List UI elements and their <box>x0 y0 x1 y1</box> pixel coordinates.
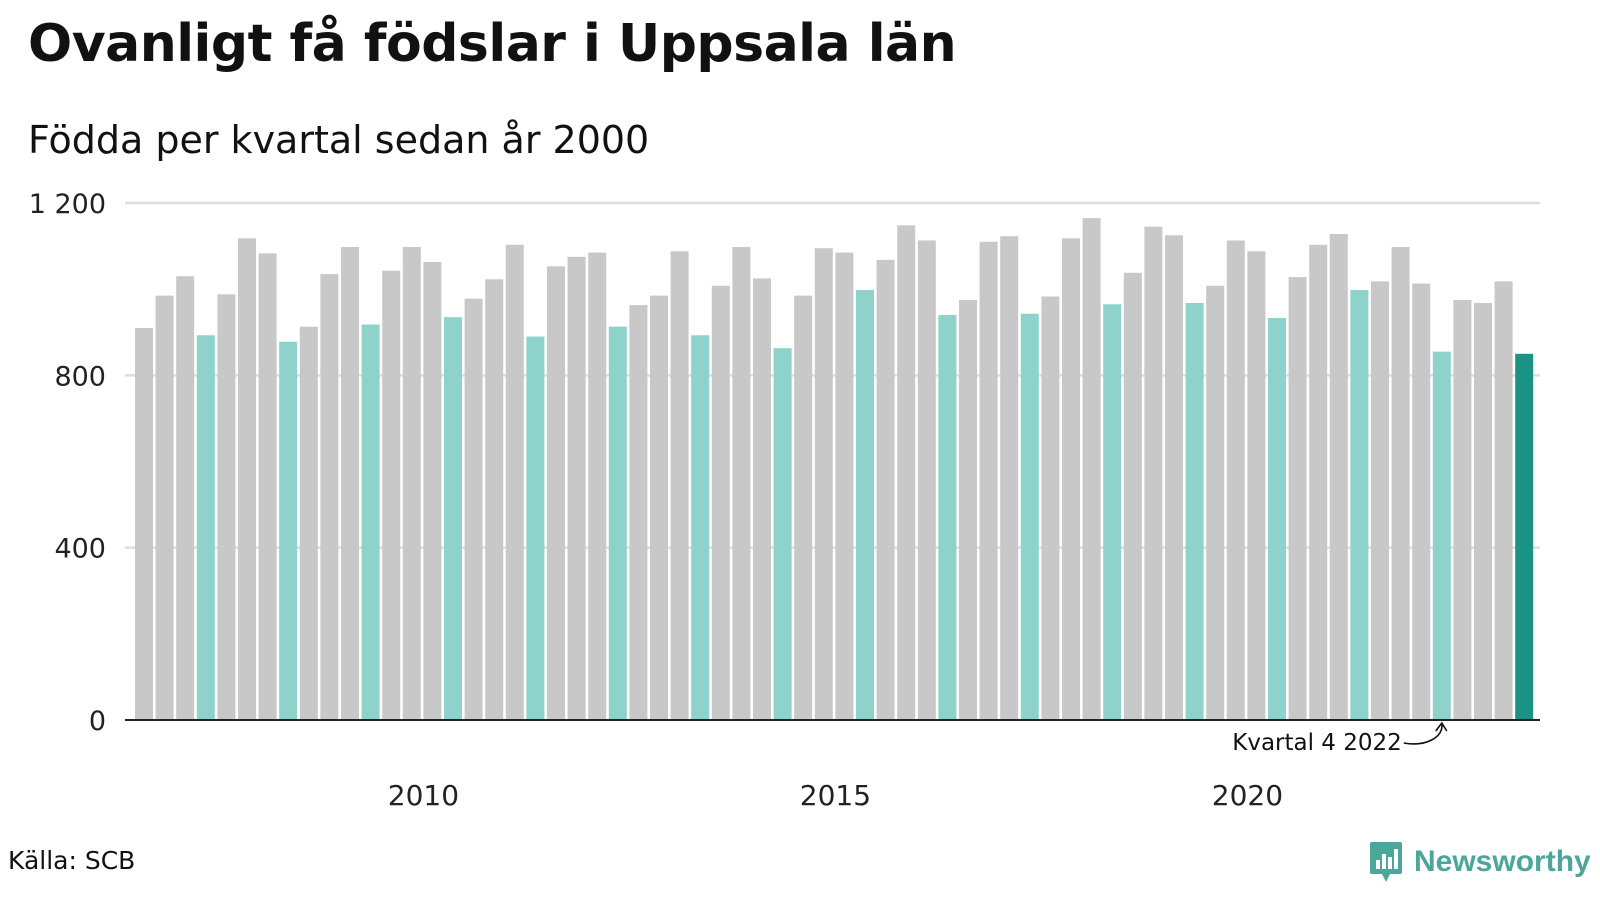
bar-2022-k1 <box>1371 281 1389 720</box>
bar-2007-k3 <box>176 276 195 720</box>
bar-2023-k1 <box>1453 299 1472 720</box>
bar-2023-k2 <box>1474 302 1492 720</box>
bar-2020-k4 <box>1268 318 1286 720</box>
bar-2018-k4 <box>1103 304 1122 720</box>
bar-2018-k1 <box>1041 296 1060 720</box>
y-axis-tick-labels: 0 400 800 1 200 <box>29 189 106 737</box>
bar-2017-k1 <box>959 299 977 720</box>
bar-2022-k2 <box>1391 246 1410 720</box>
bar-2011-k2 <box>485 279 504 720</box>
bar-2021-k2 <box>1309 244 1328 721</box>
bar-2009-k3 <box>341 246 359 720</box>
y-tick-label: 800 <box>54 361 106 392</box>
bar-2008-k2 <box>238 238 256 720</box>
bar-2015-k2 <box>814 248 833 721</box>
bar-2014-k3 <box>753 278 771 720</box>
bar-2011-k3 <box>505 244 524 721</box>
bar-2019-k3 <box>1165 235 1183 720</box>
bar-2009-k2 <box>320 274 339 720</box>
bar-2015-k3 <box>835 252 854 721</box>
x-tick-label: 2020 <box>1212 779 1283 812</box>
bar-2017-k4 <box>1020 313 1039 720</box>
bar-2011-k4 <box>526 336 545 720</box>
y-tick-label: 1 200 <box>29 189 106 220</box>
chart-title: Ovanligt få födslar i Uppsala län <box>28 14 957 74</box>
bar-2015-k4 <box>856 290 874 720</box>
bar-2009-k4 <box>361 324 380 720</box>
bar-2021-k1 <box>1288 277 1307 720</box>
annotation-label: Kvartal 4 2022 <box>1232 730 1402 756</box>
bar-2022-k4 <box>1432 351 1451 720</box>
bar-2017-k2 <box>979 241 998 720</box>
latest-quarter-annotation: Kvartal 4 2022 <box>1232 721 1448 756</box>
y-tick-label: 400 <box>54 534 106 565</box>
bar-2013-k2 <box>650 295 668 720</box>
bar-2007-k1 <box>135 327 153 720</box>
bar-2012-k1 <box>547 266 565 720</box>
bar-2018-k2 <box>1062 238 1080 720</box>
bar-2023-k3 <box>1494 281 1513 720</box>
bar-2014-k4 <box>773 348 792 720</box>
bar-2013-k4 <box>691 335 710 720</box>
bar-2019-k2 <box>1144 226 1163 720</box>
bar-2008-k3 <box>258 253 277 720</box>
bar-2012-k3 <box>588 252 607 721</box>
bar-2016-k1 <box>876 259 895 720</box>
bar-2012-k4 <box>608 326 627 720</box>
brand-logo[interactable]: Newsworthy <box>1368 840 1591 884</box>
bars <box>135 218 1534 721</box>
annotation-arrow <box>1403 721 1448 745</box>
bar-2016-k4 <box>938 315 957 720</box>
bar-2013-k1 <box>629 305 648 720</box>
bar-2010-k4 <box>444 317 462 720</box>
bar-2008-k4 <box>279 341 298 720</box>
bar-2011-k1 <box>464 298 483 720</box>
bar-2008-k1 <box>217 294 236 720</box>
bar-2010-k3 <box>423 262 442 720</box>
bar-2016-k2 <box>897 225 916 720</box>
newsworthy-logo-icon <box>1370 842 1402 882</box>
bar-2018-k3 <box>1082 218 1101 720</box>
bar-2019-k4 <box>1185 302 1204 720</box>
x-tick-label: 2015 <box>800 779 871 812</box>
bar-2022-k3 <box>1412 283 1431 720</box>
bar-2020-k2 <box>1226 240 1245 721</box>
bar-2023-k4 <box>1515 353 1534 720</box>
bar-2021-k3 <box>1329 234 1348 720</box>
bar-2014-k2 <box>732 246 751 720</box>
bar-2016-k3 <box>917 240 936 721</box>
bar-2020-k1 <box>1206 285 1225 720</box>
bar-2020-k3 <box>1247 251 1266 720</box>
bar-2010-k2 <box>402 246 421 720</box>
bar-2012-k2 <box>567 256 586 720</box>
bar-2013-k3 <box>670 251 689 720</box>
bar-2009-k1 <box>299 326 318 720</box>
bar-2007-k2 <box>155 295 174 720</box>
bar-2019-k1 <box>1123 272 1142 720</box>
x-tick-label: 2010 <box>388 779 459 812</box>
bar-2007-k4 <box>196 335 215 720</box>
chart-subtitle: Födda per kvartal sedan år 2000 <box>28 118 650 162</box>
bar-2015-k1 <box>794 295 813 720</box>
bar-2014-k1 <box>711 285 730 720</box>
bar-2010-k1 <box>382 270 401 720</box>
source-note: Källa: SCB <box>8 846 136 875</box>
y-tick-label: 0 <box>89 706 106 737</box>
x-axis-tick-labels: 2010 2015 2020 <box>388 779 1283 812</box>
bar-2017-k3 <box>1000 236 1019 721</box>
brand-name: Newsworthy <box>1414 845 1591 878</box>
bar-2021-k4 <box>1350 290 1369 720</box>
